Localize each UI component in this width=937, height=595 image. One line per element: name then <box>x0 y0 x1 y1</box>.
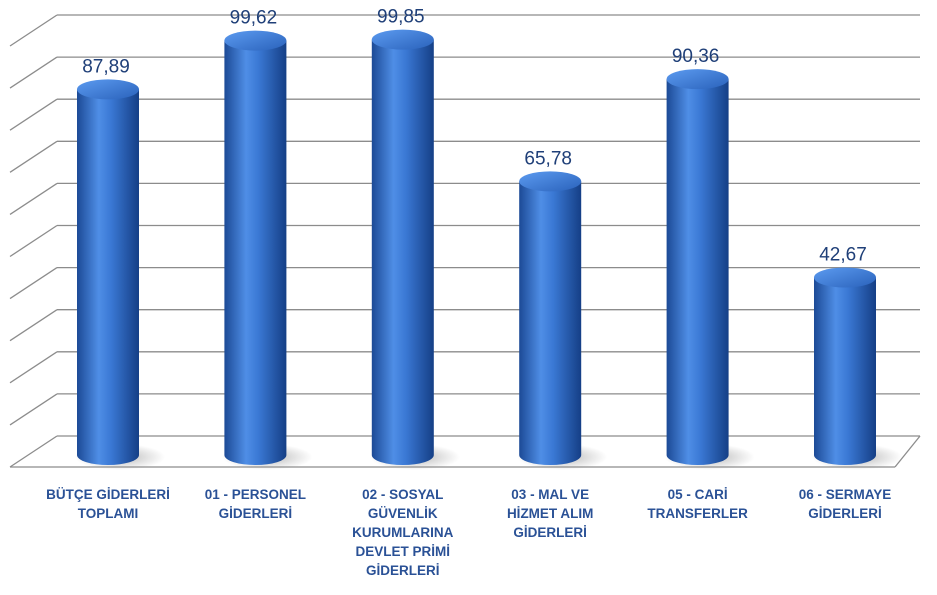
value-label: 65,78 <box>524 148 572 169</box>
grid-line <box>9 98 58 131</box>
grid-line <box>9 182 58 215</box>
x-tick-label: 01 - PERSONEL GİDERLERİ <box>204 487 307 521</box>
bar <box>77 79 139 466</box>
x-tick-label: 06 - SERMAYE GİDERLERİ <box>798 487 892 521</box>
x-tick-label: 03 - MAL VE HİZMET ALIM GİDERLERİ <box>506 487 594 540</box>
grid-line <box>9 14 58 47</box>
grid-line <box>9 309 58 342</box>
value-label: 42,67 <box>819 245 867 266</box>
grid-line <box>9 267 58 300</box>
bar <box>371 29 434 466</box>
grid-line <box>9 224 58 258</box>
bar <box>666 69 729 465</box>
floor-edge <box>894 435 921 468</box>
value-label: 99,85 <box>377 7 425 28</box>
x-tick-label: 02 - SOSYAL GÜVENLİK KURUMLARINA DEVLET … <box>352 487 454 578</box>
grid-line <box>9 393 58 426</box>
grid-line <box>9 435 58 468</box>
grid-line <box>9 140 58 173</box>
bar <box>814 267 876 465</box>
bar <box>519 171 582 465</box>
value-label: 87,89 <box>82 56 130 77</box>
grid-line <box>9 56 58 89</box>
x-tick-label: 05 - CARİ TRANSFERLER <box>647 487 748 521</box>
grid-line <box>9 351 58 384</box>
x-tick-label: BÜTÇE GİDERLERİ TOPLAMI <box>46 487 170 521</box>
value-label: 90,36 <box>672 46 720 67</box>
bar <box>224 30 287 465</box>
value-label: 99,62 <box>230 8 278 29</box>
